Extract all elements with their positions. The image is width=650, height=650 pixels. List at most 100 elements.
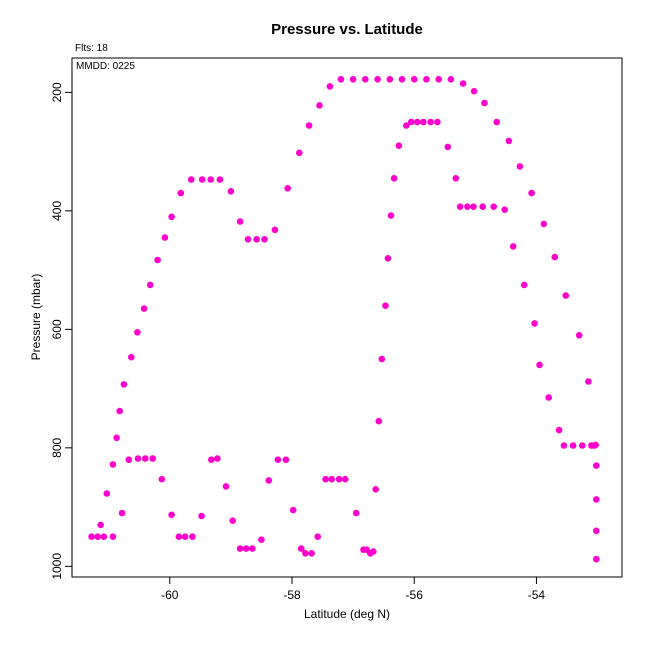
data-point	[326, 83, 334, 90]
data-point	[360, 546, 367, 553]
data-point	[261, 236, 268, 243]
data-point	[372, 486, 380, 493]
data-point	[274, 456, 282, 464]
data-point	[509, 243, 517, 250]
data-point	[177, 189, 185, 197]
data-point	[308, 550, 315, 557]
data-point	[314, 533, 322, 540]
data-point	[490, 203, 498, 210]
data-point	[109, 533, 117, 540]
data-point	[236, 218, 244, 225]
data-point	[374, 76, 381, 83]
data-point	[214, 455, 221, 462]
data-point	[341, 475, 349, 483]
data-point	[328, 475, 336, 483]
data-point	[216, 176, 224, 183]
data-point	[575, 332, 583, 339]
data-point	[593, 462, 600, 469]
data-point	[349, 76, 357, 83]
data-point	[390, 175, 398, 182]
data-point	[297, 545, 305, 552]
data-point	[545, 394, 552, 401]
data-point	[520, 281, 528, 289]
data-point	[134, 455, 142, 462]
data-point	[447, 76, 455, 83]
data-point	[168, 213, 175, 221]
data-point	[459, 80, 467, 87]
y-tick-label: 800	[50, 438, 64, 458]
data-point	[593, 527, 600, 535]
data-point	[536, 361, 543, 369]
data-point	[175, 533, 183, 540]
data-point	[435, 76, 443, 83]
data-point	[382, 302, 389, 310]
data-point	[168, 511, 175, 519]
data-point	[470, 87, 478, 95]
data-point	[100, 533, 108, 540]
data-point	[505, 137, 513, 145]
data-point	[207, 176, 214, 183]
data-point	[282, 456, 290, 464]
data-point	[569, 442, 577, 449]
date-annotation: MMDD: 0225	[76, 61, 135, 72]
data-point	[335, 475, 343, 483]
data-point	[94, 533, 101, 540]
flights-annotation: Flts: 18	[75, 43, 108, 54]
data-point	[403, 122, 410, 129]
data-point	[414, 118, 421, 126]
data-point	[560, 442, 568, 449]
data-point	[493, 118, 501, 126]
x-axis: -60 -58 -56 -54	[161, 577, 545, 602]
data-point	[158, 475, 166, 483]
data-point	[593, 496, 600, 503]
data-point	[398, 76, 406, 83]
data-point	[140, 305, 148, 312]
data-point	[103, 490, 111, 497]
data-point	[88, 533, 95, 540]
data-point	[585, 378, 592, 385]
data-point	[302, 550, 309, 557]
data-point	[579, 442, 586, 449]
data-point	[284, 185, 292, 192]
data-point	[296, 149, 303, 157]
data-point	[265, 477, 273, 484]
data-point	[222, 483, 230, 490]
data-point	[146, 281, 154, 289]
data-point	[236, 545, 244, 552]
data-point	[387, 212, 395, 219]
data-point	[244, 236, 252, 243]
data-point	[229, 517, 236, 524]
data-point	[242, 545, 250, 552]
x-tick-label: -56	[406, 588, 424, 602]
data-point	[501, 206, 509, 213]
data-point	[444, 143, 452, 151]
data-point	[161, 234, 169, 241]
data-point	[118, 509, 126, 517]
data-point	[189, 533, 196, 540]
y-tick-label: 600	[50, 319, 64, 339]
data-point	[528, 189, 535, 197]
data-point	[352, 509, 360, 517]
x-tick-label: -54	[528, 588, 546, 602]
data-point	[375, 417, 383, 425]
data-point	[142, 455, 149, 462]
data-point	[134, 329, 141, 336]
data-point	[253, 236, 260, 243]
data-point	[452, 175, 460, 182]
data-point	[208, 456, 215, 464]
data-point	[305, 122, 313, 129]
data-point	[362, 76, 369, 83]
plot-frame	[71, 57, 623, 578]
data-point	[149, 455, 156, 462]
y-tick-label: 200	[50, 82, 64, 102]
data-point	[464, 203, 471, 210]
data-point	[116, 407, 123, 415]
data-point	[337, 76, 345, 83]
y-tick-label: 400	[50, 201, 64, 221]
data-point	[289, 506, 297, 514]
data-point	[410, 76, 418, 83]
x-tick-label: -58	[283, 588, 301, 602]
data-point	[423, 76, 430, 83]
data-point	[384, 254, 392, 262]
